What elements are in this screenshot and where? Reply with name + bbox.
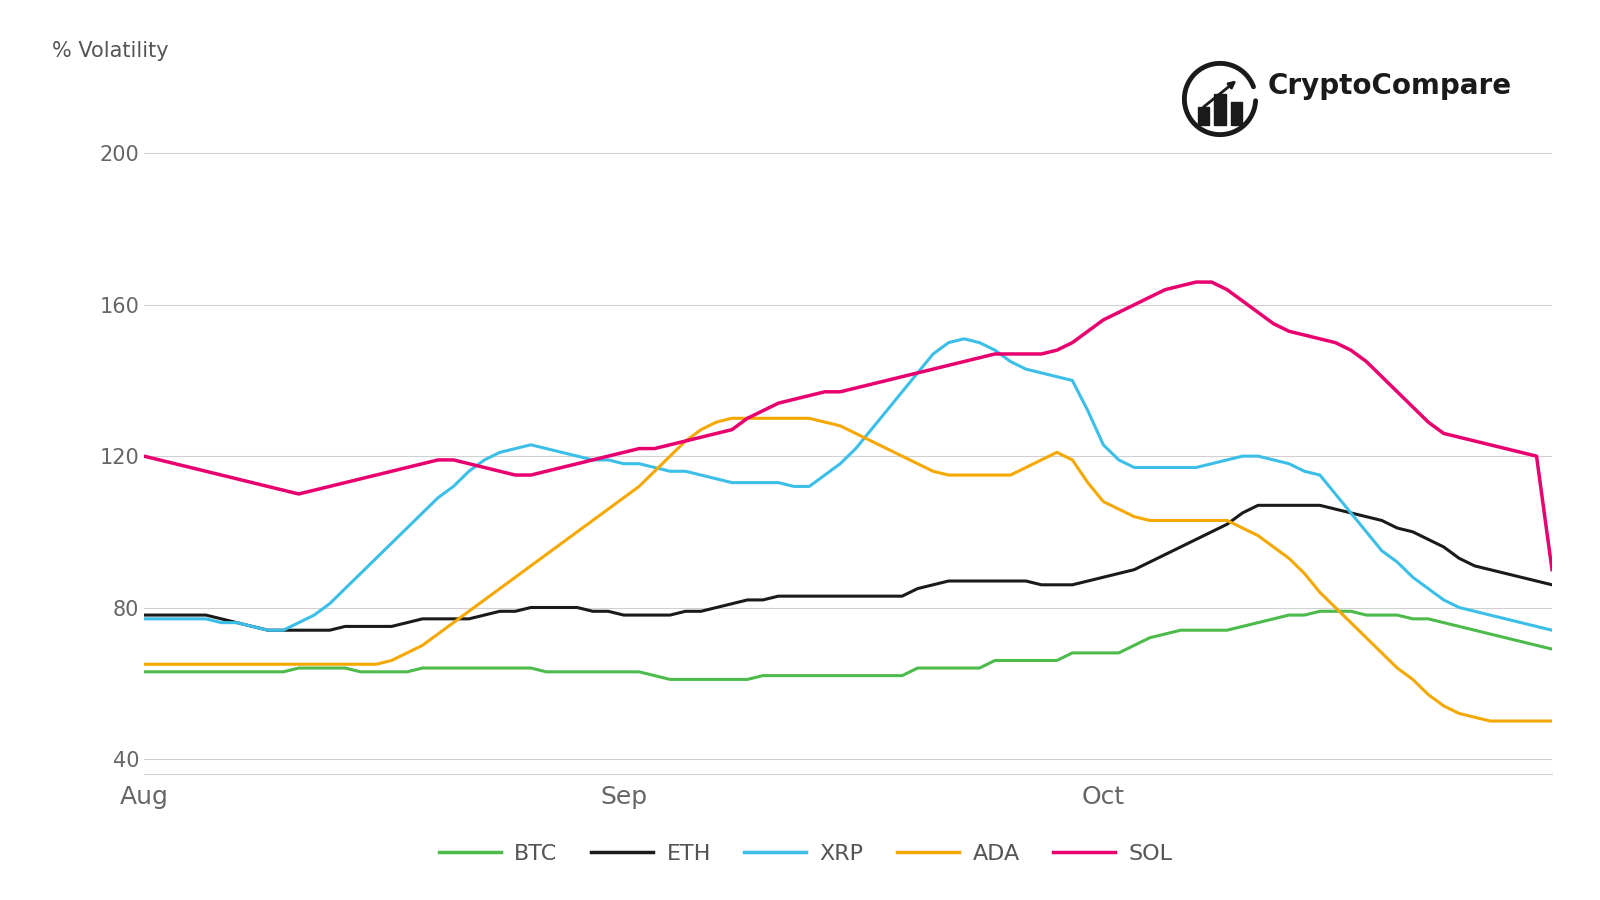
Text: CryptoCompare: CryptoCompare — [1267, 71, 1512, 100]
FancyBboxPatch shape — [1198, 107, 1210, 125]
FancyBboxPatch shape — [1214, 94, 1226, 125]
FancyBboxPatch shape — [1230, 103, 1242, 125]
Legend: BTC, ETH, XRP, ADA, SOL: BTC, ETH, XRP, ADA, SOL — [430, 835, 1182, 873]
Text: % Volatility: % Volatility — [53, 41, 170, 61]
